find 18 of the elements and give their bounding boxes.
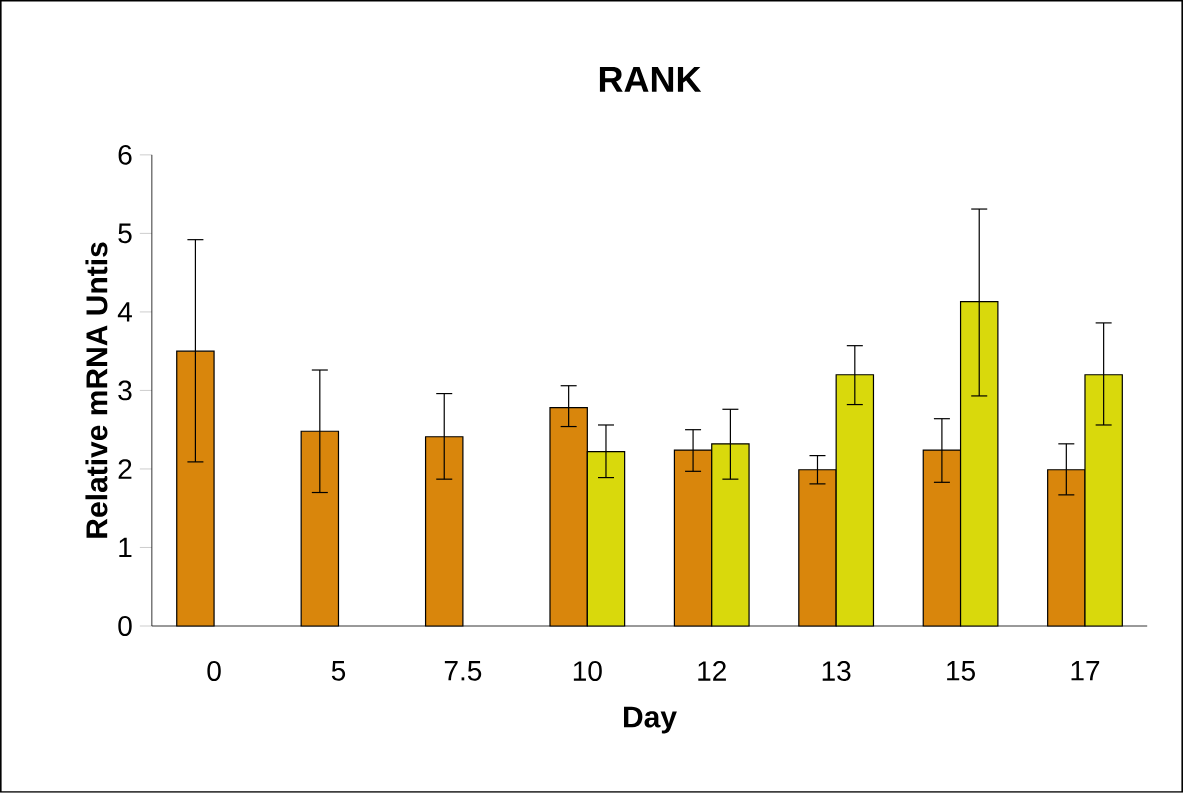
chart-title: RANK <box>599 67 702 92</box>
x-tick-label: 0 <box>207 661 221 681</box>
x-axis-title: Day <box>624 706 677 734</box>
x-tick-label: 5 <box>331 661 346 681</box>
y-tick-label: 2 <box>118 459 132 479</box>
y-axis-title: Relative mRNA Untis <box>85 242 108 538</box>
x-tick-label: 12 <box>698 661 726 681</box>
x-tick-label: 7.5 <box>444 661 482 681</box>
y-tick-label: 4 <box>117 302 132 322</box>
x-tick-label: 15 <box>947 661 975 681</box>
y-tick-label: 1 <box>119 537 132 558</box>
y-tick-label: 3 <box>118 380 132 401</box>
y-tick-label: 0 <box>118 616 132 636</box>
y-tick-label: 5 <box>118 223 132 244</box>
x-tick-label: 13 <box>822 661 851 681</box>
x-tick-label: 17 <box>1071 661 1100 681</box>
x-tick-label: 10 <box>573 661 602 681</box>
y-tick-label: 6 <box>118 144 132 165</box>
